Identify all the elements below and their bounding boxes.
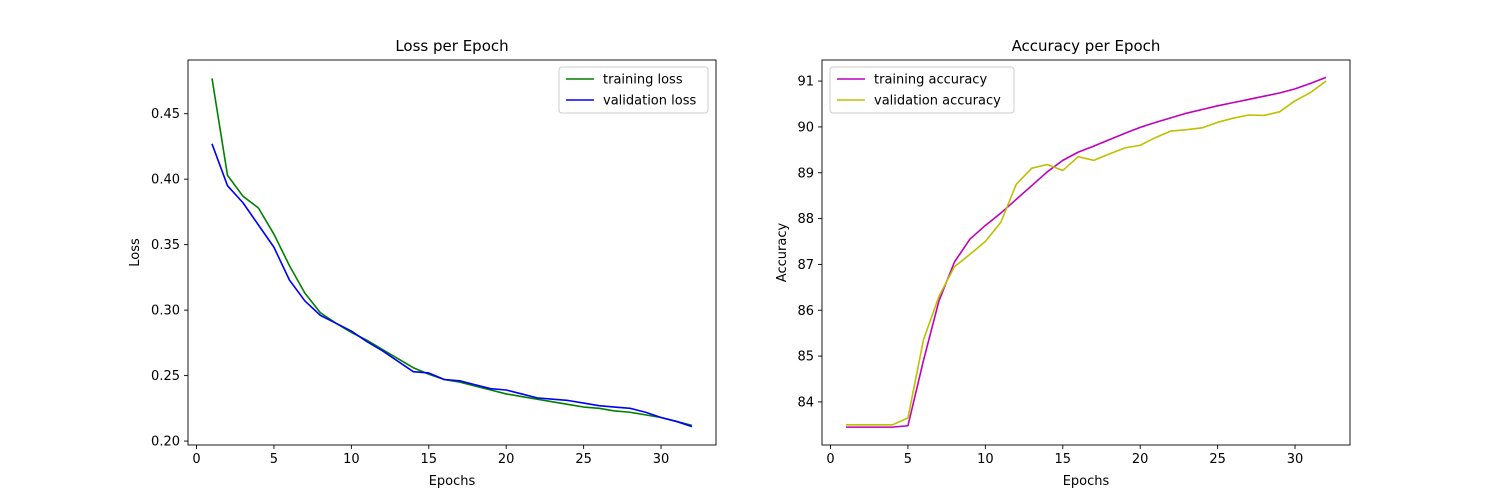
accuracy-y-tick-label: 86	[797, 304, 814, 319]
accuracy-y-axis-title: Accuracy	[775, 223, 790, 283]
accuracy-y-tick-label: 87	[797, 258, 814, 273]
loss-x-tick-label: 20	[498, 452, 515, 467]
accuracy-legend-label: validation accuracy	[874, 94, 1001, 109]
accuracy-x-tick-label: 15	[1055, 452, 1072, 467]
loss-chart-title: Loss per Epoch	[395, 37, 508, 55]
loss-x-tick-label: 0	[192, 452, 200, 467]
loss-y-tick-label: 0.30	[151, 304, 180, 319]
accuracy-legend: training accuracy validation accuracy	[829, 66, 1015, 114]
accuracy-x-tick-label: 20	[1132, 452, 1149, 467]
accuracy-y-tick-label: 89	[797, 166, 814, 181]
accuracy-legend-box	[829, 66, 1015, 114]
loss-x-tick-label: 25	[575, 452, 592, 467]
loss-x-axis-title: Epochs	[429, 474, 476, 489]
accuracy-legend-label: training accuracy	[874, 73, 987, 88]
accuracy-y-tick-label: 85	[797, 350, 814, 365]
accuracy-series-line-training	[846, 76, 1327, 428]
loss-chart: 0 5 10 15 20 25 30 0.20 0.25 0.30 0.35 0.40 0.45 Loss…	[128, 37, 717, 489]
accuracy-x-tick-label: 0	[826, 452, 834, 467]
loss-legend-label: validation loss	[603, 94, 696, 109]
loss-legend-label: training loss	[603, 73, 683, 88]
accuracy-y-tick-label: 84	[797, 395, 814, 410]
loss-x-tick-label: 30	[653, 452, 670, 467]
accuracy-plot-frame	[821, 59, 1351, 446]
loss-x-tick-label: 5	[270, 452, 278, 467]
accuracy-x-axis-title: Epochs	[1063, 474, 1110, 489]
loss-y-axis-title: Loss	[128, 238, 143, 267]
accuracy-y-tick-label: 90	[797, 120, 814, 135]
accuracy-chart-title: Accuracy per Epoch	[1012, 37, 1161, 55]
loss-legend: training loss validation loss	[558, 66, 709, 114]
loss-plot-frame	[187, 59, 717, 446]
loss-y-tick-label: 0.25	[151, 369, 180, 384]
loss-y-tick-label: 0.45	[151, 107, 180, 122]
accuracy-x-tick-label: 5	[904, 452, 912, 467]
accuracy-series-line-validation	[846, 80, 1327, 426]
accuracy-x-tick-label: 25	[1209, 452, 1226, 467]
loss-x-tick-label: 10	[343, 452, 360, 467]
accuracy-chart: 0 5 10 15 20 25 30 84 85 86 87 88 89 90 91 Accuracy per…	[775, 37, 1351, 489]
loss-y-tick-label: 0.20	[151, 435, 180, 450]
accuracy-x-tick-label: 10	[977, 452, 994, 467]
loss-series-line-validation	[211, 143, 693, 428]
accuracy-y-tick-label: 91	[797, 75, 814, 90]
loss-y-tick-label: 0.35	[151, 238, 180, 253]
accuracy-x-tick-label: 30	[1287, 452, 1304, 467]
loss-legend-box	[558, 66, 709, 114]
accuracy-y-tick-label: 88	[797, 212, 814, 227]
loss-x-tick-label: 15	[421, 452, 438, 467]
loss-y-tick-label: 0.40	[151, 173, 180, 188]
